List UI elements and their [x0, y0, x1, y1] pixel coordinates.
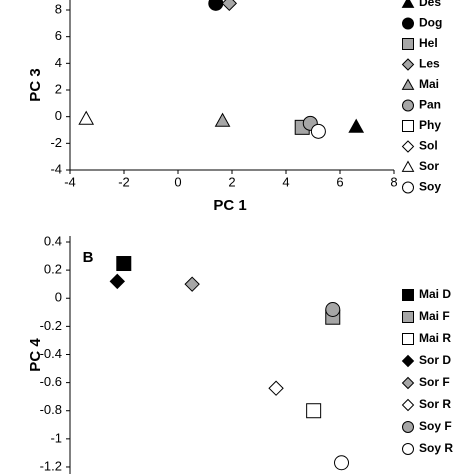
point [78, 110, 95, 125]
y-tick-label: 2 [55, 81, 62, 96]
y-tick-label: 6 [55, 28, 62, 43]
legend-marker [402, 289, 414, 301]
point [214, 112, 231, 127]
legend-marker [401, 0, 415, 8]
x-tick-label: 6 [336, 174, 343, 189]
legend-label: Des [419, 0, 441, 9]
legend-marker [401, 354, 415, 368]
legend-label: Sol [419, 139, 438, 153]
legend-marker [401, 140, 415, 153]
legend-marker [402, 38, 414, 50]
legend-label: Mai R [419, 331, 451, 345]
point [268, 380, 284, 396]
y-tick-label: 0 [55, 108, 62, 123]
legend-label: Les [419, 57, 440, 71]
x-tick-label: 8 [390, 174, 397, 189]
legend-label: Phy [419, 118, 441, 132]
legend-marker [402, 443, 414, 455]
y-tick-label: -1 [50, 430, 62, 445]
legend-marker [402, 99, 414, 112]
y-tick-label: 0.4 [44, 233, 62, 248]
x-tick-label: -4 [64, 174, 76, 189]
legend-marker [401, 398, 415, 412]
x-tick-label: 2 [228, 174, 235, 189]
legend-marker [402, 17, 414, 30]
y-tick-label: -2 [50, 135, 62, 150]
point [310, 123, 326, 139]
point [184, 276, 200, 292]
legend-label: Sor F [419, 375, 450, 389]
legend-label: Mai D [419, 287, 451, 301]
legend-label: Soy F [419, 419, 452, 433]
legend-marker [401, 78, 415, 90]
x-tick-label: -2 [118, 174, 130, 189]
legend-marker [402, 333, 414, 345]
y-axis-label: PC 4 [27, 338, 44, 372]
legend-marker [401, 58, 415, 71]
point [116, 256, 132, 272]
legend-label: Hel [419, 36, 438, 50]
legend-marker [402, 120, 414, 132]
x-tick-label: 0 [174, 174, 181, 189]
legend-marker [401, 376, 415, 390]
y-tick-label: 4 [55, 55, 62, 70]
legend-marker [402, 181, 414, 194]
legend-label: Sor [419, 159, 439, 173]
legend-marker [402, 311, 414, 323]
legend-label: Sor R [419, 397, 451, 411]
y-tick-label: 0.2 [44, 262, 62, 277]
panel-label: B [83, 249, 94, 266]
legend-label: Soy [419, 180, 441, 194]
y-tick-label: 8 [55, 1, 62, 16]
x-axis-label: PC 1 [213, 197, 246, 214]
point [348, 118, 365, 133]
point [306, 403, 322, 419]
y-tick-label: -4 [50, 161, 62, 176]
y-tick-label: -1.2 [40, 458, 62, 473]
legend-label: Mai F [419, 309, 450, 323]
y-tick-label: -0.8 [40, 402, 62, 417]
point [221, 0, 238, 12]
y-tick-label: 0 [55, 290, 62, 305]
point [109, 273, 126, 290]
point [208, 0, 224, 11]
y-tick-label: -0.6 [40, 374, 62, 389]
legend-marker [402, 421, 414, 433]
legend-label: Mai [419, 77, 439, 91]
x-tick-label: 4 [282, 174, 289, 189]
y-axis-label: PC 3 [27, 68, 44, 101]
legend-marker [401, 160, 415, 172]
y-tick-label: -0.2 [40, 318, 62, 333]
legend-label: Pan [419, 98, 441, 112]
point [325, 301, 341, 317]
point [334, 455, 350, 471]
legend-label: Dog [419, 16, 442, 30]
y-tick-label: -0.4 [40, 346, 62, 361]
legend-label: Sor D [419, 353, 451, 367]
legend-label: Soy R [419, 441, 453, 455]
